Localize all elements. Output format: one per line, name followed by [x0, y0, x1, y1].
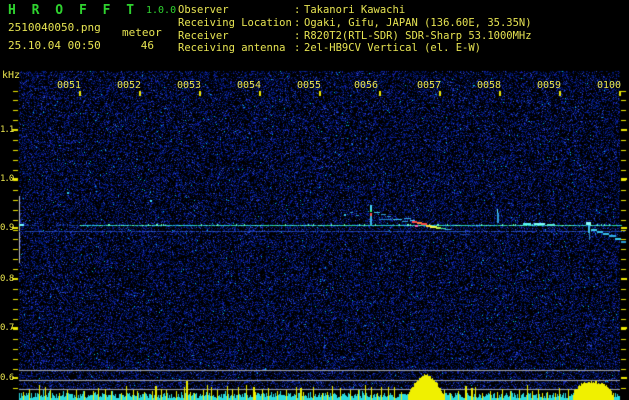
observer-value: Takanori Kawachi	[304, 4, 406, 16]
time-tick-label: 0058	[477, 80, 502, 91]
separator: :	[294, 4, 301, 16]
station-info-row: Receiving antenna : 2el-HB9CV Vertical (…	[178, 42, 532, 55]
station-info-row: Receiving Location : Ogaki, Gifu, JAPAN …	[178, 17, 532, 30]
freq-tick-label: 1.0	[0, 174, 14, 184]
freq-tick-label: 0.7	[0, 323, 14, 333]
time-tick-label: 0052	[117, 80, 142, 91]
receiver-value: R820T2(RTL-SDR) SDR-Sharp 53.1000MHz	[304, 29, 532, 42]
freq-unit-label: kHz	[2, 70, 21, 81]
time-tick-label: 0054	[237, 80, 262, 91]
receiving-location-value: Ogaki, Gifu, JAPAN (136.60E, 35.35N)	[304, 16, 532, 29]
time-tick-label: 0056	[354, 80, 379, 91]
separator: :	[294, 42, 301, 55]
observer-label: Observer	[178, 4, 229, 16]
freq-tick-label: 0.6	[0, 373, 14, 383]
time-tick-label: 0053	[177, 80, 202, 91]
separator: :	[294, 16, 301, 29]
station-info-row: Observer : Takanori Kawachi	[178, 4, 532, 17]
receiving-antenna-label: Receiving antenna	[178, 42, 286, 55]
time-tick-label: 0055	[297, 80, 322, 91]
time-tick-label: 0100	[597, 80, 622, 91]
app-version: 1.0.0	[146, 5, 177, 16]
header: H R O F F T 1.0.0 2510040050.png meteor …	[0, 0, 629, 68]
receiving-antenna-value: 2el-HB9CV Vertical (el. E-W)	[304, 42, 482, 55]
station-info: Observer : Takanori Kawachi Receiving Lo…	[178, 4, 532, 55]
station-info-row: Receiver : R820T2(RTL-SDR) SDR-Sharp 53.…	[178, 30, 532, 43]
receiver-label: Receiver	[178, 29, 229, 42]
freq-tick-label: 0.9	[0, 223, 14, 233]
output-filename: 2510040050.png	[8, 21, 101, 34]
mode-label: meteor	[122, 26, 162, 39]
timestamp: 25.10.04 00:50	[8, 39, 101, 52]
freq-tick-label: 1.1	[0, 125, 14, 135]
freq-tick-label: 0.8	[0, 274, 14, 284]
time-tick-label: 0051	[57, 80, 82, 91]
app-title: H R O F F T	[8, 3, 139, 18]
time-tick-label: 0059	[537, 80, 562, 91]
separator: :	[294, 29, 301, 42]
receiving-location-label: Receiving Location	[178, 16, 292, 29]
time-tick-label: 0057	[417, 80, 442, 91]
echo-count: 46	[140, 39, 154, 52]
